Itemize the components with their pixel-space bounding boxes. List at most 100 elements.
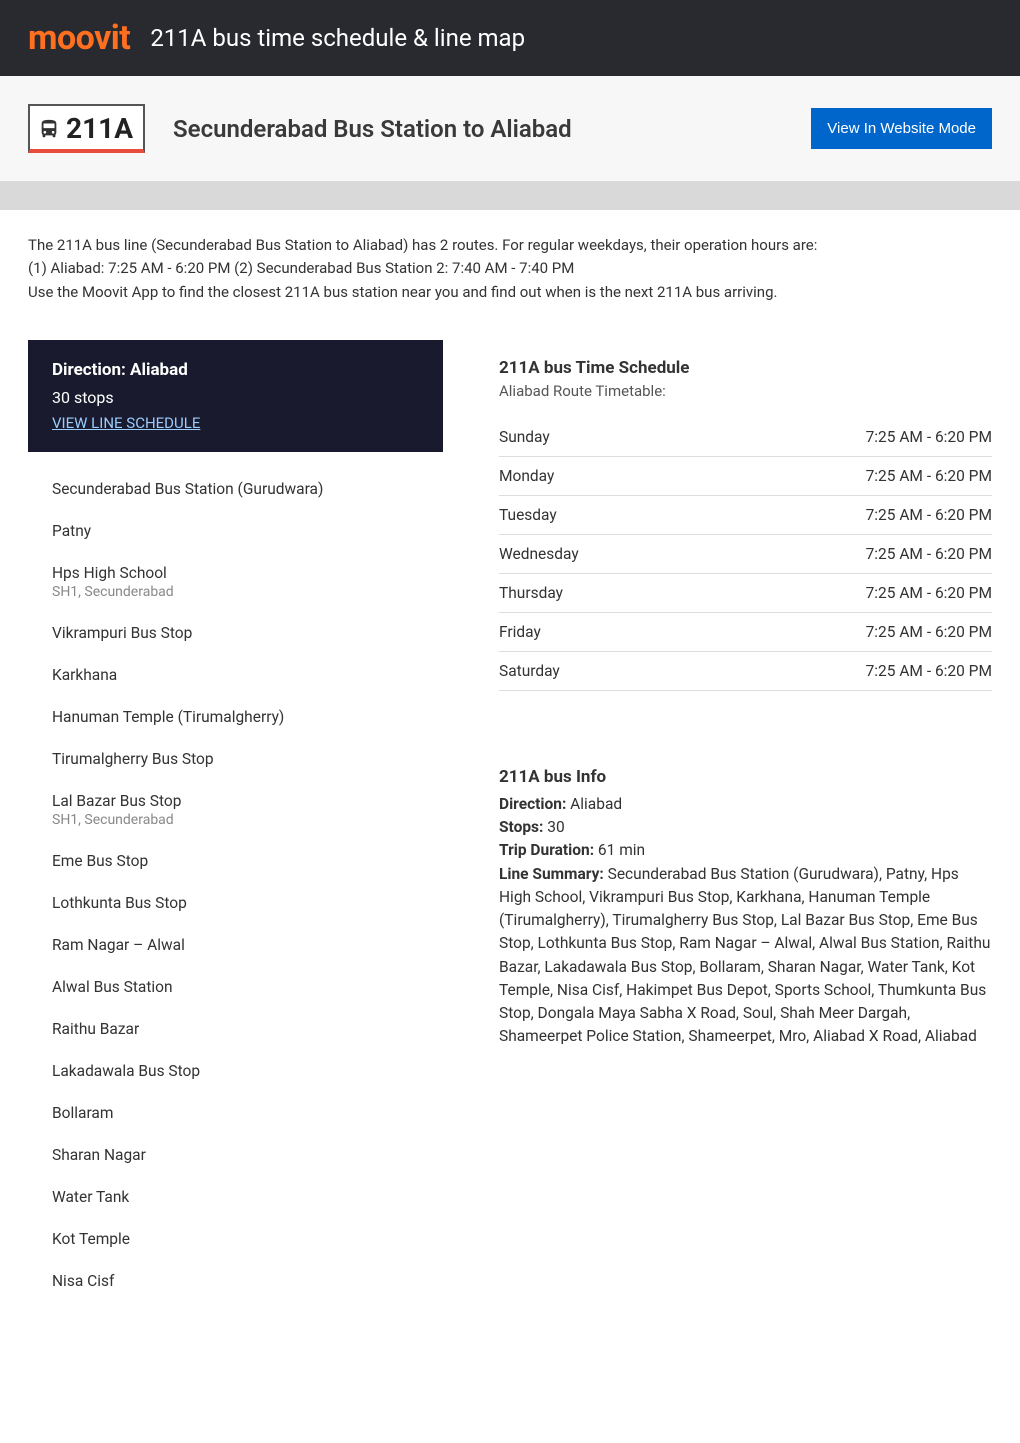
stop-name: Nisa Cisf bbox=[52, 1272, 419, 1290]
website-mode-button[interactable]: View In Website Mode bbox=[811, 108, 992, 149]
schedule-hours: 7:25 AM - 6:20 PM bbox=[866, 506, 992, 524]
direction-header: Direction: Aliabad 30 stops VIEW LINE SC… bbox=[28, 340, 443, 452]
info-duration-label: Trip Duration: bbox=[499, 841, 594, 859]
schedule-hours: 7:25 AM - 6:20 PM bbox=[866, 662, 992, 680]
schedule-row: Wednesday 7:25 AM - 6:20 PM bbox=[499, 535, 992, 574]
stop-name: Tirumalgherry Bus Stop bbox=[52, 750, 419, 768]
view-schedule-link[interactable]: VIEW LINE SCHEDULE bbox=[52, 414, 200, 432]
stop-item: Hps High School SH1, Secunderabad bbox=[52, 564, 419, 600]
info-stops-label: Stops: bbox=[499, 818, 543, 836]
schedule-hours: 7:25 AM - 6:20 PM bbox=[866, 428, 992, 446]
subheader-left: 211A Secunderabad Bus Station to Aliabad bbox=[28, 104, 572, 153]
stop-item: Sharan Nagar bbox=[52, 1146, 419, 1164]
stop-name: Lothkunta Bus Stop bbox=[52, 894, 419, 912]
stop-item: Water Tank bbox=[52, 1188, 419, 1206]
stop-item: Patny bbox=[52, 522, 419, 540]
route-title: Secunderabad Bus Station to Aliabad bbox=[173, 115, 572, 143]
route-number: 211A bbox=[66, 112, 133, 145]
schedule-row: Friday 7:25 AM - 6:20 PM bbox=[499, 613, 992, 652]
info-section: 211A bus Info Direction: Aliabad Stops: … bbox=[499, 767, 992, 1049]
stop-item: Vikrampuri Bus Stop bbox=[52, 624, 419, 642]
stop-name: Karkhana bbox=[52, 666, 419, 684]
direction-stops-count: 30 stops bbox=[52, 388, 419, 407]
stop-name: Sharan Nagar bbox=[52, 1146, 419, 1164]
info-duration: Trip Duration: 61 min bbox=[499, 839, 992, 862]
subheader: 211A Secunderabad Bus Station to Aliabad… bbox=[0, 76, 1020, 182]
stop-name: Lal Bazar Bus Stop bbox=[52, 792, 419, 810]
schedule-table: Sunday 7:25 AM - 6:20 PM Monday 7:25 AM - 6… bbox=[499, 418, 992, 691]
schedule-row: Thursday 7:25 AM - 6:20 PM bbox=[499, 574, 992, 613]
bus-icon bbox=[38, 118, 60, 140]
schedule-subtitle: Aliabad Route Timetable: bbox=[499, 382, 992, 400]
intro-text: The 211A bus line (Secunderabad Bus Stat… bbox=[0, 210, 1020, 328]
logo: moovit bbox=[28, 18, 130, 58]
schedule-day: Saturday bbox=[499, 662, 560, 680]
stop-sublabel: SH1, Secunderabad bbox=[52, 584, 419, 600]
schedule-row: Sunday 7:25 AM - 6:20 PM bbox=[499, 418, 992, 457]
schedule-day: Wednesday bbox=[499, 545, 579, 563]
stop-item: Nisa Cisf bbox=[52, 1272, 419, 1290]
info-title: 211A bus Info bbox=[499, 767, 992, 787]
intro-line-3: Use the Moovit App to find the closest 2… bbox=[28, 281, 992, 304]
direction-title: Direction: Aliabad bbox=[52, 360, 419, 380]
schedule-row: Saturday 7:25 AM - 6:20 PM bbox=[499, 652, 992, 691]
stop-name: Bollaram bbox=[52, 1104, 419, 1122]
schedule-day: Friday bbox=[499, 623, 541, 641]
right-column: 211A bus Time Schedule Aliabad Route Tim… bbox=[499, 340, 992, 1314]
info-summary-label: Line Summary: bbox=[499, 865, 604, 883]
info-stops-value: 30 bbox=[543, 818, 564, 836]
stop-item: Kot Temple bbox=[52, 1230, 419, 1248]
gray-strip bbox=[0, 182, 1020, 210]
info-direction: Direction: Aliabad bbox=[499, 793, 992, 816]
stop-name: Patny bbox=[52, 522, 419, 540]
stop-name: Ram Nagar – Alwal bbox=[52, 936, 419, 954]
header-bar: moovit 211A bus time schedule & line map bbox=[0, 0, 1020, 76]
stop-name: Raithu Bazar bbox=[52, 1020, 419, 1038]
info-summary: Line Summary: Secunderabad Bus Station (… bbox=[499, 863, 992, 1049]
schedule-hours: 7:25 AM - 6:20 PM bbox=[866, 467, 992, 485]
stop-item: Raithu Bazar bbox=[52, 1020, 419, 1038]
schedule-row: Monday 7:25 AM - 6:20 PM bbox=[499, 457, 992, 496]
stop-item: Tirumalgherry Bus Stop bbox=[52, 750, 419, 768]
stop-item: Bollaram bbox=[52, 1104, 419, 1122]
info-direction-label: Direction: bbox=[499, 795, 566, 813]
schedule-hours: 7:25 AM - 6:20 PM bbox=[866, 584, 992, 602]
route-badge: 211A bbox=[28, 104, 145, 153]
stop-name: Lakadawala Bus Stop bbox=[52, 1062, 419, 1080]
stop-name: Hps High School bbox=[52, 564, 419, 582]
stop-name: Water Tank bbox=[52, 1188, 419, 1206]
info-duration-value: 61 min bbox=[594, 841, 645, 859]
schedule-day: Sunday bbox=[499, 428, 550, 446]
stop-item: Lakadawala Bus Stop bbox=[52, 1062, 419, 1080]
stop-name: Hanuman Temple (Tirumalgherry) bbox=[52, 708, 419, 726]
stop-item: Eme Bus Stop bbox=[52, 852, 419, 870]
stop-name: Secunderabad Bus Station (Gurudwara) bbox=[52, 480, 419, 498]
schedule-day: Thursday bbox=[499, 584, 563, 602]
stop-name: Kot Temple bbox=[52, 1230, 419, 1248]
stop-name: Eme Bus Stop bbox=[52, 852, 419, 870]
stop-item: Lothkunta Bus Stop bbox=[52, 894, 419, 912]
intro-line-1: The 211A bus line (Secunderabad Bus Stat… bbox=[28, 234, 992, 257]
schedule-hours: 7:25 AM - 6:20 PM bbox=[866, 545, 992, 563]
schedule-row: Tuesday 7:25 AM - 6:20 PM bbox=[499, 496, 992, 535]
main-content: Direction: Aliabad 30 stops VIEW LINE SC… bbox=[0, 328, 1020, 1342]
schedule-title: 211A bus Time Schedule bbox=[499, 358, 992, 378]
left-column: Direction: Aliabad 30 stops VIEW LINE SC… bbox=[28, 340, 443, 1314]
stop-name: Vikrampuri Bus Stop bbox=[52, 624, 419, 642]
stop-item: Secunderabad Bus Station (Gurudwara) bbox=[52, 480, 419, 498]
page-title: 211A bus time schedule & line map bbox=[150, 24, 525, 52]
stop-item: Lal Bazar Bus Stop SH1, Secunderabad bbox=[52, 792, 419, 828]
schedule-day: Monday bbox=[499, 467, 554, 485]
info-direction-value: Aliabad bbox=[566, 795, 622, 813]
stop-sublabel: SH1, Secunderabad bbox=[52, 812, 419, 828]
schedule-day: Tuesday bbox=[499, 506, 557, 524]
info-summary-value: Secunderabad Bus Station (Gurudwara), Pa… bbox=[499, 865, 990, 1046]
stop-item: Karkhana bbox=[52, 666, 419, 684]
stop-item: Alwal Bus Station bbox=[52, 978, 419, 996]
info-stops: Stops: 30 bbox=[499, 816, 992, 839]
stops-list: Secunderabad Bus Station (Gurudwara) Patn… bbox=[28, 452, 443, 1290]
stop-item: Hanuman Temple (Tirumalgherry) bbox=[52, 708, 419, 726]
stop-item: Ram Nagar – Alwal bbox=[52, 936, 419, 954]
intro-line-2: (1) Aliabad: 7:25 AM - 6:20 PM (2) Secun… bbox=[28, 257, 992, 280]
schedule-hours: 7:25 AM - 6:20 PM bbox=[866, 623, 992, 641]
